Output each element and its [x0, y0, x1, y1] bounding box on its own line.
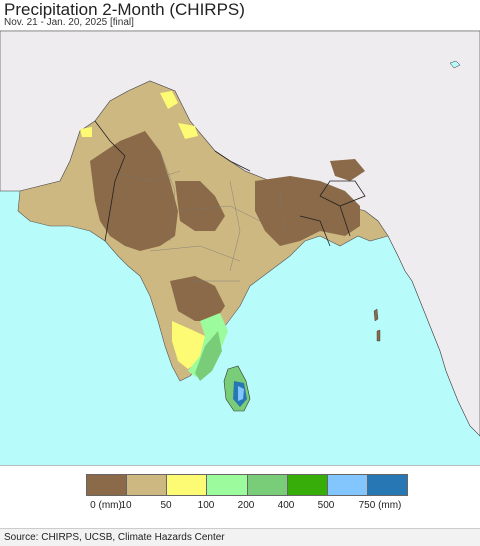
dry-zone-deccan — [170, 276, 225, 321]
legend-swatch-1 — [127, 475, 168, 495]
wet-patch-north-2 — [178, 123, 198, 139]
legend-label-4: 200 — [237, 500, 255, 511]
dry-zone-west — [90, 131, 178, 251]
legend-label-0: 0 (mm) — [90, 500, 122, 511]
legend-swatch-5 — [287, 475, 328, 495]
andaman-islands — [373, 308, 381, 342]
internal-boundaries — [109, 150, 286, 282]
legend-swatch-6 — [327, 475, 368, 495]
legend-label-3: 100 — [197, 500, 215, 511]
dry-zone-central — [175, 181, 225, 231]
legend-labels: 0 (mm) 10 50 100 200 400 500 750 (mm) — [0, 500, 480, 514]
source-credit: Source: CHIRPS, UCSB, Climate Hazards Ce… — [0, 528, 480, 546]
wet-patch-west — [80, 127, 92, 137]
legend-label-5: 400 — [277, 500, 295, 511]
legend-swatch-3 — [207, 475, 248, 495]
wet-patch-north — [160, 91, 178, 109]
map-subtitle: Nov. 21 - Jan. 20, 2025 [final] — [4, 17, 134, 28]
map-title: Precipitation 2-Month (CHIRPS) — [4, 0, 245, 19]
legend-swatch-7 — [367, 475, 407, 495]
map-area — [0, 30, 480, 466]
small-lake — [449, 60, 461, 69]
legend-swatch-4 — [247, 475, 288, 495]
legend-label-6: 500 — [317, 500, 335, 511]
legend-label-2: 50 — [160, 500, 172, 511]
dry-zone-northeast — [330, 159, 365, 181]
sri-lanka-mid — [238, 386, 244, 401]
legend-label-1: 10 — [120, 500, 132, 511]
legend-swatch-2 — [167, 475, 208, 495]
wet-zone-green — [195, 331, 222, 381]
country-boundaries — [94, 120, 366, 247]
map-canvas — [0, 31, 480, 437]
legend-label-7: 750 (mm) — [358, 500, 402, 511]
legend-swatch-0 — [87, 475, 128, 495]
color-legend — [86, 474, 408, 496]
dry-zone-east — [255, 176, 360, 246]
